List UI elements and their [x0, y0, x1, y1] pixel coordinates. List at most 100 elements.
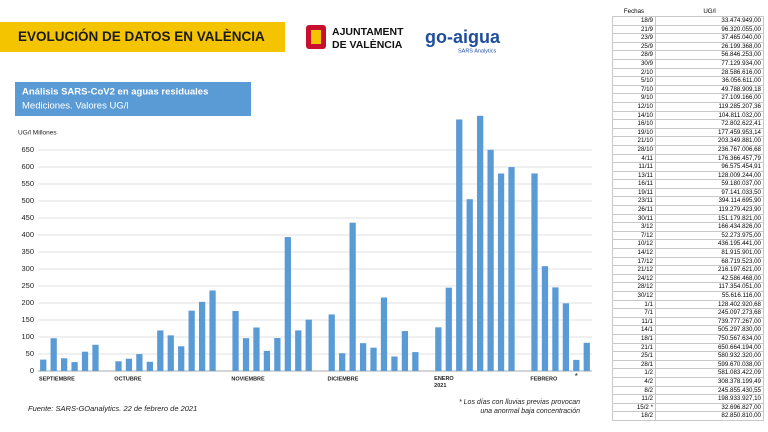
- bar: [157, 330, 164, 371]
- table-cell: 21/12: [612, 265, 656, 275]
- bar: [92, 344, 99, 371]
- table-cell: 2/10: [612, 67, 656, 78]
- table-cell: 19/10: [612, 127, 656, 138]
- bar: [115, 361, 122, 371]
- table-cell: 581.083.422,09: [655, 368, 764, 378]
- bar: [531, 173, 538, 371]
- table-cell: 25/9: [612, 41, 656, 52]
- table-row: 7/10 49.788.909,18: [612, 84, 764, 95]
- logo-sub: SARS Analytics: [458, 48, 496, 54]
- table-row: 14/10 104.811.032,00: [612, 110, 764, 121]
- table-cell: 30/11: [612, 213, 656, 224]
- y-axis-label: UG/l Millones: [18, 130, 57, 137]
- table-cell: 97.141.033,50: [655, 187, 764, 198]
- bar: [188, 310, 195, 371]
- table-cell: 176.366.457,79: [655, 153, 764, 164]
- table-row: 16/11 59.180.037,00: [612, 179, 764, 189]
- table-row: 25/9 26.199.368,00: [612, 41, 764, 52]
- table-cell: 28/9: [612, 50, 656, 60]
- table-row: 26/11 119.279.423,90: [612, 205, 764, 215]
- table-cell: 13/11: [612, 170, 656, 181]
- table-cell: 18/9: [612, 16, 656, 26]
- table-row: 7/1 245.097.273,68: [612, 308, 764, 318]
- bar: [339, 353, 346, 371]
- table-cell: 26.199.368,00: [655, 41, 764, 52]
- table-row: 23/9 37.465.040,00: [612, 33, 764, 43]
- table-cell: 128.402.920,68: [655, 299, 764, 310]
- table-cell: 96.320.055,00: [655, 24, 764, 35]
- table-cell: 1/1: [612, 299, 656, 310]
- table-cell: 203.349.881,00: [655, 136, 764, 146]
- table-cell: 117.354.051,00: [655, 282, 764, 292]
- table-row: 28/9 56.846.253,00: [612, 50, 764, 60]
- table-row: 17/12 68.719.523,00: [612, 256, 764, 267]
- table-cell: 26/11: [612, 205, 656, 215]
- table-cell: 104.811.032,00: [655, 110, 764, 121]
- y-tick-label: 500: [21, 196, 34, 205]
- table-cell: 82.850.810,00: [655, 411, 764, 421]
- table-row: 23/11 394.114.695,90: [612, 196, 764, 207]
- table-cell: 1/2: [612, 368, 656, 378]
- bar: [391, 356, 398, 371]
- table-cell: 119.279.423,90: [655, 205, 764, 215]
- bar: [456, 119, 463, 371]
- table-cell: 30/9: [612, 58, 656, 69]
- panel-title: Análisis SARS-CoV2 en aguas residuales: [22, 87, 208, 98]
- x-tick-label: SEPTIEMBRE: [39, 376, 75, 382]
- title-band: [0, 22, 285, 52]
- bar: [60, 358, 68, 371]
- bar: [487, 149, 494, 371]
- y-tick-label: 550: [21, 179, 34, 188]
- bar: [209, 290, 216, 371]
- panel-subtitle: Mediciones. Valores UG/l: [22, 101, 128, 112]
- table-row: 21/12 216.197.621,00: [612, 265, 764, 275]
- bar: [573, 359, 580, 371]
- table-cell: 21/1: [612, 342, 656, 353]
- table-row: 11/2 198.933.927,10: [612, 394, 764, 404]
- table-row: 28/12 117.354.051,00: [612, 282, 764, 292]
- table-cell: 23/11: [612, 196, 656, 207]
- table-cell: 49.788.909,18: [655, 84, 764, 95]
- table-row: 21/9 96.320.055,00: [612, 24, 764, 35]
- table-cell: 580.932.320,00: [655, 351, 764, 361]
- bar: [435, 327, 442, 371]
- title: EVOLUCIÓN DE DATOS EN VALÈNCIA: [18, 29, 265, 44]
- table-cell: 21/10: [612, 136, 656, 146]
- table-cell: 236.767.006,68: [655, 144, 764, 155]
- bar: [380, 297, 388, 371]
- table-row: 21/1 650.664.194,00: [612, 342, 764, 353]
- table-row: 28/1 599.670.038,00: [612, 359, 764, 370]
- logo-line: DE VALÈNCIA: [332, 38, 403, 51]
- table-cell: 33.474.949,00: [655, 16, 764, 26]
- table-cell: 81.915.901,00: [655, 248, 764, 258]
- table-cell: 4/2: [612, 376, 656, 387]
- bar: [125, 358, 133, 371]
- table-cell: 14/12: [612, 248, 656, 258]
- city-emblem: [306, 25, 326, 49]
- table-row: 8/2 245.855.430,55: [612, 385, 764, 396]
- bar: [284, 237, 291, 371]
- table-cell: 505.297.830,00: [655, 325, 764, 335]
- y-tick-label: 150: [21, 315, 34, 324]
- table-cell: 15/2 *: [612, 402, 656, 413]
- bar: [253, 327, 260, 371]
- bar: [167, 335, 174, 371]
- table-cell: 24/12: [612, 273, 656, 284]
- y-tick-label: 350: [21, 247, 34, 256]
- y-tick-label: 0: [30, 366, 34, 375]
- note: una anormal baja concentración: [480, 408, 580, 415]
- bar: [370, 347, 377, 371]
- bar: [445, 287, 452, 371]
- x-tick-label: DICIEMBRE: [328, 376, 359, 382]
- table-row: 13/11 128.009.244,00: [612, 170, 764, 181]
- table-row: 19/10 177.459.953,14: [612, 127, 764, 138]
- table-row: 28/10 236.767.006,68: [612, 144, 764, 155]
- logo-line: AJUNTAMENT: [332, 26, 404, 38]
- table-cell: 72.802.622,41: [655, 119, 764, 129]
- y-tick-label: 200: [21, 298, 34, 307]
- table-row: 18/1 750.567.634,00: [612, 333, 764, 344]
- table-row: 1/2 581.083.422,09: [612, 368, 764, 378]
- table-cell: 19/11: [612, 187, 656, 198]
- table-row: 7/12 52.273.975,00: [612, 230, 764, 241]
- table-cell: 7/1: [612, 308, 656, 318]
